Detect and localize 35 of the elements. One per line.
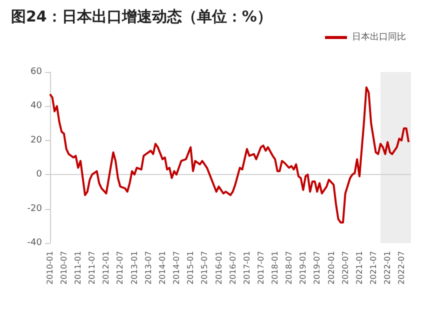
x-tick-label: 2012-07: [116, 251, 125, 284]
x-tick-label: 2022-07: [397, 251, 406, 284]
x-tick-label: 2017-01: [242, 251, 252, 284]
x-tick-label: 2022-01: [383, 251, 392, 284]
x-tick-label: 2010-01: [46, 251, 54, 284]
x-tick-label: 2015-01: [186, 251, 196, 284]
x-tick-label: 2021-07: [368, 251, 378, 284]
x-tick-label: 2021-01: [354, 251, 364, 284]
x-tick-label: 2014-07: [172, 251, 181, 284]
x-tick-label: 2018-07: [284, 251, 294, 284]
y-tick-label: 0: [36, 170, 42, 180]
legend-label: 日本出口同比: [352, 32, 406, 42]
x-tick-label: 2019-07: [312, 251, 322, 284]
x-tick-label: 2013-07: [144, 251, 153, 284]
y-tick-label: 20: [30, 135, 42, 146]
x-tick-label: 2020-07: [340, 251, 350, 284]
x-tick-label: 2010-07: [59, 251, 68, 284]
x-tick-label: 2012-01: [102, 251, 111, 284]
x-tick-label: 2019-01: [298, 251, 308, 284]
y-tick-label: -40: [27, 238, 42, 248]
x-tick-label: 2015-07: [200, 251, 210, 284]
x-tick-label: 2014-01: [158, 251, 168, 284]
x-tick-label: 2011-07: [88, 251, 97, 284]
x-tick-label: 2016-01: [214, 251, 224, 284]
x-tick-label: 2018-01: [270, 251, 280, 284]
y-tick-label: 60: [30, 67, 42, 77]
x-tick-label: 2011-01: [74, 251, 83, 284]
chart-title: 图24：日本出口增速动态（单位：%）: [11, 8, 272, 26]
line-series: [49, 86, 410, 224]
y-tick-label: 40: [30, 101, 42, 112]
x-tick-label: 2016-07: [228, 251, 238, 284]
x-tick-label: 2020-01: [326, 251, 336, 284]
x-tick-label: 2013-01: [130, 251, 139, 284]
x-tick-label: 2017-07: [256, 251, 266, 284]
y-tick-label: -20: [27, 204, 42, 214]
